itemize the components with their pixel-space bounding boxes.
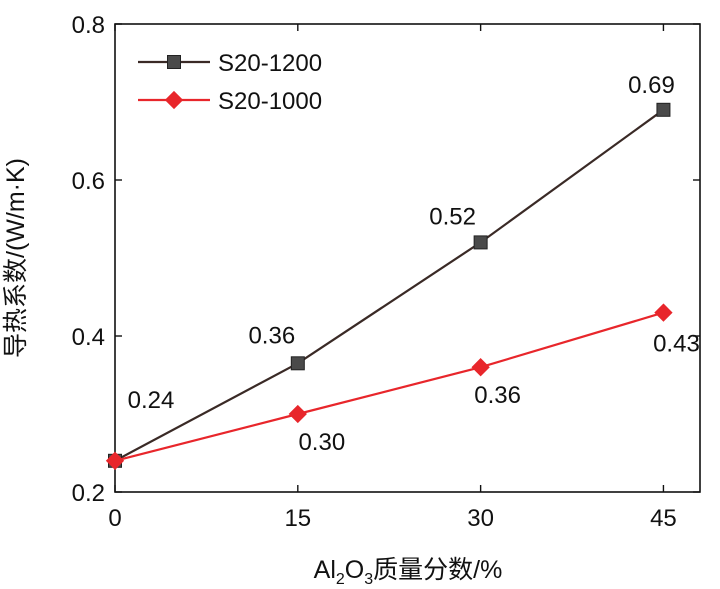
data-labels: 0.36 0.52 0.69 0.24 0.30 0.36 0.43	[128, 72, 700, 456]
y-tick-label: 0.2	[72, 480, 105, 507]
data-label: 0.30	[298, 429, 345, 456]
legend-marker	[164, 90, 184, 110]
legend-label: S20-1200	[218, 50, 322, 77]
data-point	[473, 235, 488, 250]
legend: S20-1200 S20-1000	[138, 50, 322, 115]
data-point	[290, 356, 305, 371]
x-tick-label: 45	[650, 505, 677, 532]
x-axis-title: Al2O3质量分数/%	[314, 556, 503, 588]
data-label: 0.24	[128, 387, 175, 414]
x-tick-label: 0	[108, 505, 121, 532]
legend-marker	[167, 55, 181, 69]
series-s20-1200	[108, 102, 671, 468]
series-line	[114, 311, 664, 462]
legend-item-s20-1200: S20-1200	[138, 50, 322, 77]
data-label: 0.69	[628, 72, 675, 99]
data-point	[656, 102, 671, 117]
data-point	[288, 404, 307, 424]
data-label: 0.36	[248, 322, 295, 349]
data-label: 0.52	[429, 203, 476, 230]
data-label: 0.43	[653, 331, 700, 358]
x-tick-label: 15	[284, 505, 311, 532]
series-line	[114, 108, 665, 462]
y-axis-title: 导热系数/(W/m·K)	[2, 158, 30, 358]
y-tick-label: 0.6	[72, 168, 105, 195]
series-layer	[105, 102, 673, 470]
x-tick-label: 30	[467, 505, 494, 532]
y-tick-label: 0.4	[72, 324, 105, 351]
data-label: 0.36	[474, 382, 521, 409]
data-point	[471, 358, 490, 377]
y-tick-label: 0.8	[72, 12, 105, 39]
data-point	[105, 451, 125, 470]
axes: 0 15 30 45 0.2 0.4 0.6 0.8	[72, 12, 701, 532]
legend-label: S20-1000	[218, 88, 322, 115]
data-point	[654, 303, 673, 322]
legend-item-s20-1000: S20-1000	[138, 88, 322, 115]
plot-frame	[114, 23, 701, 493]
series-s20-1000	[105, 303, 673, 470]
